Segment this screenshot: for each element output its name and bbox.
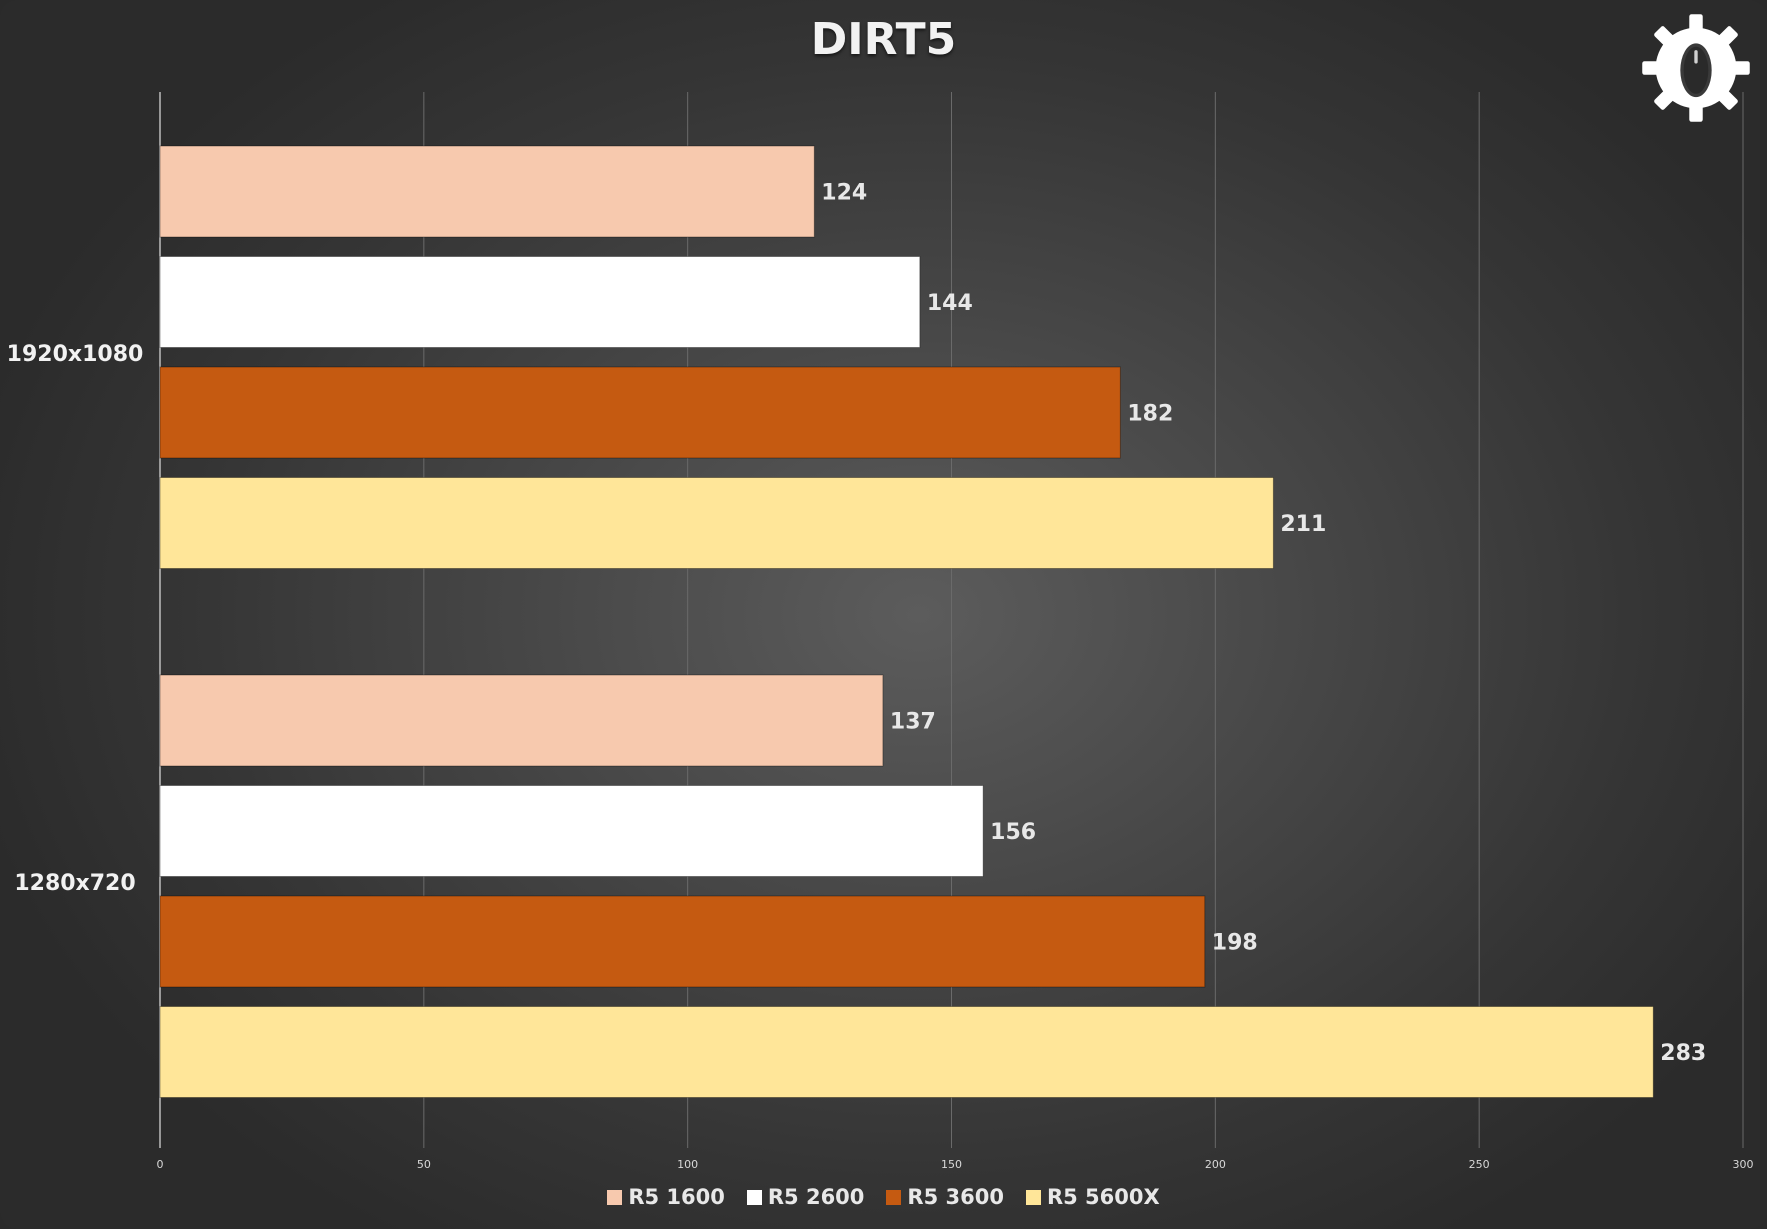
legend-swatch <box>746 1189 762 1205</box>
x-tick-label: 0 <box>157 1158 164 1171</box>
gear-mouse-icon <box>1642 14 1750 122</box>
bar <box>159 256 921 348</box>
data-label: 156 <box>990 820 1036 845</box>
legend-swatch <box>886 1189 902 1205</box>
legend-item: R5 5600X <box>1025 1185 1160 1209</box>
x-tick-label: 300 <box>1733 1158 1754 1171</box>
data-label: 283 <box>1660 1041 1706 1066</box>
bar <box>159 895 1206 988</box>
x-tick-label: 200 <box>1205 1158 1226 1171</box>
x-tick-label: 250 <box>1469 1158 1490 1171</box>
category-label: 1280x720 <box>14 871 136 896</box>
legend-label: R5 3600 <box>907 1185 1004 1209</box>
data-label: 144 <box>927 291 973 316</box>
bar <box>159 145 815 238</box>
category-label: 1920x1080 <box>6 342 144 367</box>
legend-label: R5 1600 <box>628 1185 725 1209</box>
legend-item: R5 3600 <box>886 1185 1004 1209</box>
x-tick-label: 100 <box>677 1158 698 1171</box>
bar <box>159 674 884 767</box>
bar <box>159 477 1274 569</box>
x-tick-label: 150 <box>941 1158 962 1171</box>
legend-swatch <box>607 1189 623 1205</box>
bar <box>159 366 1121 459</box>
legend: R5 1600 R5 2600 R5 3600 R5 5600X <box>0 1185 1767 1209</box>
legend-label: R5 2600 <box>767 1185 865 1209</box>
data-label: 137 <box>890 710 936 735</box>
bar <box>159 1006 1654 1098</box>
data-label: 211 <box>1280 512 1326 537</box>
legend-item: R5 2600 <box>746 1185 865 1209</box>
data-label: 182 <box>1127 402 1173 427</box>
legend-label: R5 5600X <box>1046 1185 1160 1209</box>
chart-title: DIRT5 <box>810 14 957 65</box>
x-tick-label: 50 <box>417 1158 431 1171</box>
bar <box>159 785 984 877</box>
data-label: 124 <box>821 181 867 206</box>
legend-swatch <box>1025 1189 1041 1205</box>
legend-item: R5 1600 <box>607 1185 725 1209</box>
data-label: 198 <box>1212 931 1258 956</box>
